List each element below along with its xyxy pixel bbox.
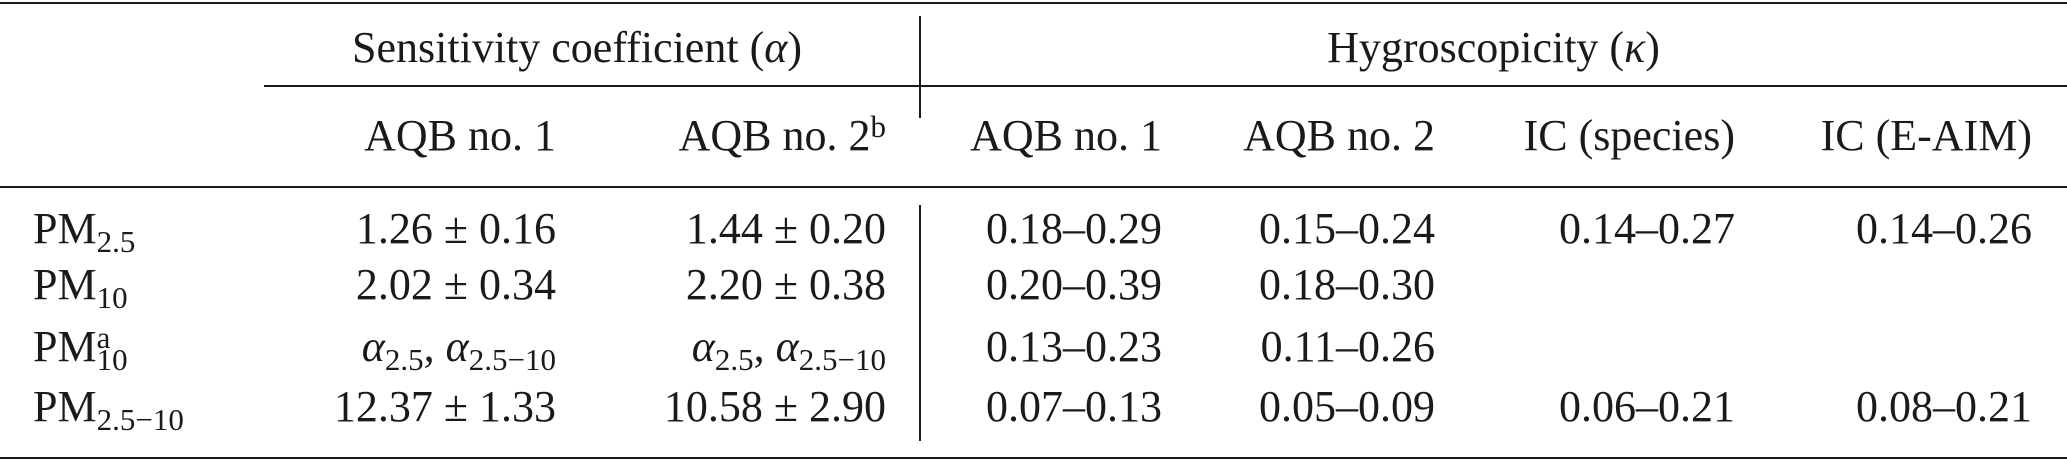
column-header: AQB no. 1 [364, 111, 556, 160]
text-part: , [754, 322, 776, 371]
text-part: 0.20–0.39 [986, 260, 1162, 309]
cell: 1.44 ± 0.20 [686, 204, 886, 253]
text-part: 0.06–0.21 [1559, 382, 1735, 431]
cell: 0.18–0.29 [986, 204, 1162, 253]
text-part: 10 [97, 342, 128, 377]
cell: α2.5, α2.5−10 [362, 322, 556, 377]
text-part: 0.07–0.13 [986, 382, 1162, 431]
cell: 0.14–0.26 [1856, 204, 2032, 253]
text-part: α [362, 322, 386, 371]
text-part: IC (E-AIM) [1821, 111, 2032, 160]
text-part: 10 [97, 280, 128, 315]
column-header: IC (E-AIM) [1821, 111, 2032, 160]
text-part: Sensitivity coefficient ( [352, 23, 764, 72]
cell: 0.05–0.09 [1259, 382, 1435, 431]
cell: 0.13–0.23 [986, 322, 1162, 371]
cell: 1.26 ± 0.16 [356, 204, 556, 253]
column-header: IC (species) [1524, 111, 1735, 160]
text-part: PM [33, 204, 97, 253]
text-part: 0.18–0.29 [986, 204, 1162, 253]
text-part: 12.37 ± 1.33 [334, 382, 556, 431]
column-header: AQB no. 1 [970, 111, 1162, 160]
cell: 0.14–0.27 [1559, 204, 1735, 253]
text-part: α [692, 322, 716, 371]
cell: 0.18–0.30 [1259, 260, 1435, 309]
text-part: AQB no. 2 [679, 111, 871, 160]
cell: 0.06–0.21 [1559, 382, 1735, 431]
text-part: , [424, 322, 446, 371]
text-part: 0.15–0.24 [1259, 204, 1435, 253]
text-part: 0.13–0.23 [986, 322, 1162, 371]
column-header: AQB no. 2b [679, 109, 886, 160]
text-part: 0.14–0.27 [1559, 204, 1735, 253]
text-part: 2.5−10 [469, 342, 556, 377]
text-part: AQB no. 1 [364, 111, 556, 160]
text-part: 0.11–0.26 [1261, 322, 1435, 371]
text-part: α [446, 322, 470, 371]
text-part: 0.08–0.21 [1856, 382, 2032, 431]
text-part: 1.44 ± 0.20 [686, 204, 886, 253]
cell: 0.07–0.13 [986, 382, 1162, 431]
text-part: 1.26 ± 0.16 [356, 204, 556, 253]
text-part: 2.20 ± 0.38 [686, 260, 886, 309]
group-header: Hygroscopicity (κ) [1327, 23, 1660, 72]
text-part: AQB no. 2 [1243, 111, 1435, 160]
text-part: 0.05–0.09 [1259, 382, 1435, 431]
text-part: 2.5 [385, 342, 424, 377]
cell: 0.11–0.26 [1261, 322, 1435, 371]
text-part: PM [33, 322, 97, 371]
text-part: a [97, 320, 111, 355]
text-part: 2.5 [97, 224, 136, 259]
cell: 0.20–0.39 [986, 260, 1162, 309]
text-part: 2.5−10 [97, 402, 184, 437]
cell: 0.08–0.21 [1856, 382, 2032, 431]
column-header: AQB no. 2 [1243, 111, 1435, 160]
row-label: PM2.5 [33, 204, 135, 259]
text-part: 0.18–0.30 [1259, 260, 1435, 309]
text-part: PM [33, 382, 97, 431]
text-part: PM [33, 260, 97, 309]
text-part: α [776, 322, 800, 371]
text-part: 2.5 [715, 342, 754, 377]
cell: 10.58 ± 2.90 [664, 382, 886, 431]
row-label: PM10 [33, 260, 128, 315]
text-part: b [871, 109, 887, 144]
text-part: α [764, 23, 788, 72]
cell: 2.02 ± 0.34 [356, 260, 556, 309]
text-part: 2.02 ± 0.34 [356, 260, 556, 309]
cell: 2.20 ± 0.38 [686, 260, 886, 309]
text-part: Hygroscopicity ( [1327, 23, 1624, 72]
cell: 12.37 ± 1.33 [334, 382, 556, 431]
row-label: PMa 10 [33, 320, 128, 377]
cell: α2.5, α2.5−10 [692, 322, 886, 377]
text-part: 2.5−10 [799, 342, 886, 377]
text-part: IC (species) [1524, 111, 1735, 160]
text-part: 0.14–0.26 [1856, 204, 2032, 253]
row-label: PM2.5−10 [33, 382, 184, 437]
group-header: Sensitivity coefficient (α) [352, 23, 802, 72]
text-part: AQB no. 1 [970, 111, 1162, 160]
text-part: ) [1645, 23, 1660, 72]
cell: 0.15–0.24 [1259, 204, 1435, 253]
text-part: ) [787, 23, 802, 72]
text-part: κ [1624, 23, 1646, 72]
text-part: 10.58 ± 2.90 [664, 382, 886, 431]
